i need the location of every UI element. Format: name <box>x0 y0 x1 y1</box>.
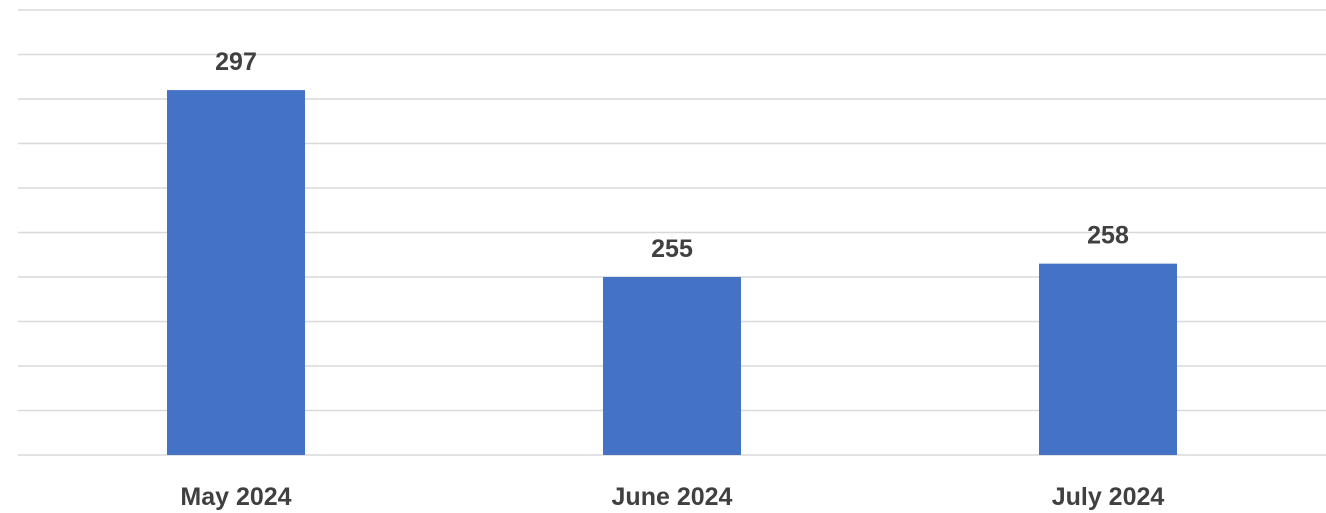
category-label-1: June 2024 <box>612 483 733 511</box>
bar-1 <box>603 277 741 455</box>
data-labels: 297 255 258 <box>215 48 1129 263</box>
bars <box>167 90 1177 455</box>
bar-2 <box>1039 263 1177 455</box>
data-label-2: 258 <box>1087 222 1129 250</box>
category-label-0: May 2024 <box>180 483 291 511</box>
bar-0 <box>167 90 305 455</box>
data-label-0: 297 <box>215 48 257 76</box>
data-label-1: 255 <box>651 235 693 263</box>
category-label-2: July 2024 <box>1052 483 1165 511</box>
category-labels: May 2024 June 2024 July 2024 <box>180 483 1164 511</box>
